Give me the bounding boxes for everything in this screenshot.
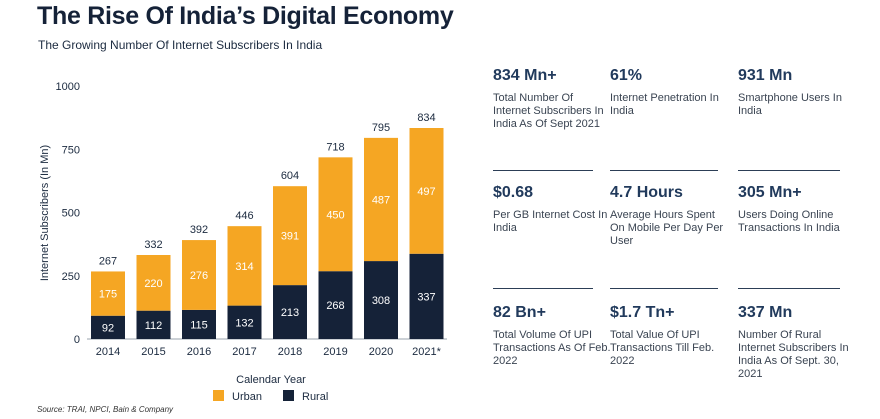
total-value-label: 267 — [99, 255, 117, 267]
stat-label: Total Number Of Internet Subscribers In … — [493, 92, 604, 130]
rural-value-label: 92 — [102, 322, 114, 334]
y-tick-label: 0 — [74, 334, 80, 346]
rural-value-label: 213 — [281, 307, 299, 319]
x-tick-label: 2019 — [323, 346, 347, 358]
y-tick-label: 500 — [62, 208, 80, 220]
urban-value-label: 487 — [372, 194, 390, 206]
urban-value-label: 220 — [144, 278, 162, 290]
x-tick-label: 2014 — [96, 346, 120, 358]
stat-upi-value: $1.7 Tn+ Total Value Of UPI Transactions… — [610, 304, 728, 368]
stat-value: 4.7 Hours — [610, 184, 683, 201]
y-axis-label: Internet Subscribers (In Mn) — [39, 145, 51, 281]
stat-internet-subscribers: 834 Mn+ Total Number Of Internet Subscri… — [493, 67, 611, 131]
total-value-label: 392 — [190, 224, 208, 236]
stat-online-transactions: 305 Mn+ Users Doing Online Transactions … — [738, 184, 856, 235]
divider — [610, 170, 718, 171]
bar-urban — [227, 226, 262, 306]
urban-value-label: 450 — [326, 209, 344, 221]
bar-rural — [318, 271, 353, 339]
y-tick-label: 1000 — [56, 81, 80, 93]
bar-rural — [409, 253, 444, 339]
total-value-label: 604 — [281, 170, 299, 182]
rural-value-label: 268 — [326, 300, 344, 312]
total-value-label: 332 — [144, 239, 162, 251]
y-tick-label: 750 — [62, 144, 80, 156]
stat-value: 337 Mn — [738, 304, 793, 321]
bar-urban — [273, 186, 307, 286]
urban-value-label: 314 — [235, 261, 253, 273]
bar-rural — [227, 305, 262, 339]
total-value-label: 446 — [235, 210, 253, 222]
total-value-label: 795 — [372, 122, 390, 134]
bar-urban — [364, 137, 398, 262]
x-tick-label: 2016 — [187, 346, 211, 358]
stat-value: 931 Mn — [738, 67, 793, 84]
total-value-label: 834 — [417, 112, 435, 124]
stat-rural-subscribers: 337 Mn Number Of Rural Internet Subscrib… — [738, 304, 856, 381]
rural-value-label: 308 — [372, 295, 390, 307]
urban-value-label: 497 — [417, 186, 435, 198]
rural-value-label: 115 — [190, 319, 208, 331]
x-tick-label: 2015 — [141, 346, 165, 358]
legend-rural-swatch — [283, 390, 294, 401]
divider — [493, 288, 593, 289]
stat-mobile-hours: 4.7 Hours Average Hours Spent On Mobile … — [610, 184, 728, 248]
stat-label: Average Hours Spent On Mobile Per Day Pe… — [610, 209, 724, 247]
bar-urban — [182, 240, 216, 310]
stat-label: Total Volume Of UPI Transactions As Of F… — [493, 329, 611, 367]
bar-urban — [91, 271, 125, 316]
subscriber-bar-chart: 0 250 500 750 1000 Internet Subscribers (In M… — [39, 81, 447, 403]
urban-value-label: 276 — [190, 270, 208, 282]
page-title: The Rise Of India’s Digital Economy — [37, 2, 454, 30]
rural-value-label: 337 — [417, 291, 435, 303]
x-tick-label: 2020 — [369, 346, 393, 358]
rural-value-label: 132 — [235, 317, 253, 329]
bar-urban — [409, 127, 444, 254]
legend-urban-label: Urban — [232, 391, 262, 403]
stat-smartphone-users: 931 Mn Smartphone Users In India — [738, 67, 856, 118]
stat-label: Total Value Of UPI Transactions Till Feb… — [610, 329, 715, 367]
x-tick-label: 2017 — [232, 346, 256, 358]
rural-value-label: 112 — [145, 320, 163, 332]
x-tick-label: 2018 — [278, 346, 302, 358]
bar-rural — [136, 310, 171, 339]
legend-rural-label: Rural — [302, 391, 328, 403]
stat-internet-penetration: 61% Internet Penetration In India — [610, 67, 728, 118]
stat-label: Per GB Internet Cost In India — [493, 209, 608, 234]
bar-urban — [136, 255, 171, 311]
bar-rural — [273, 285, 307, 339]
stat-label: Number Of Rural Internet Subscribers In … — [738, 329, 849, 380]
total-value-label: 718 — [326, 141, 344, 153]
x-tick-label: 2021* — [412, 346, 441, 358]
stat-label: Smartphone Users In India — [738, 92, 842, 117]
urban-value-label: 175 — [99, 289, 117, 301]
stat-label: Users Doing Online Transactions In India — [738, 209, 840, 234]
x-axis-label: Calendar Year — [236, 374, 306, 386]
divider — [610, 288, 718, 289]
stat-upi-volume: 82 Bn+ Total Volume Of UPI Transactions … — [493, 304, 611, 368]
bar-rural — [91, 315, 125, 339]
stat-value: 834 Mn+ — [493, 67, 557, 84]
stat-data-cost: $0.68 Per GB Internet Cost In India — [493, 184, 611, 235]
stat-value: 61% — [610, 67, 643, 84]
divider — [738, 288, 840, 289]
stat-label: Internet Penetration In India — [610, 92, 719, 117]
stat-value: 82 Bn+ — [493, 304, 546, 321]
divider — [738, 170, 840, 171]
source-note: Source: TRAI, NPCI, Bain & Company — [37, 405, 174, 414]
y-tick-label: 250 — [62, 271, 80, 283]
divider — [493, 170, 593, 171]
stat-value: $0.68 — [493, 184, 534, 201]
legend-urban-swatch — [213, 390, 224, 401]
bar-rural — [182, 309, 216, 339]
bar-rural — [364, 261, 398, 339]
urban-value-label: 391 — [281, 231, 299, 243]
stat-value: 305 Mn+ — [738, 184, 802, 201]
stat-value: $1.7 Tn+ — [610, 304, 675, 321]
page-subtitle: The Growing Number Of Internet Subscribe… — [38, 38, 323, 52]
bar-urban — [318, 157, 353, 272]
